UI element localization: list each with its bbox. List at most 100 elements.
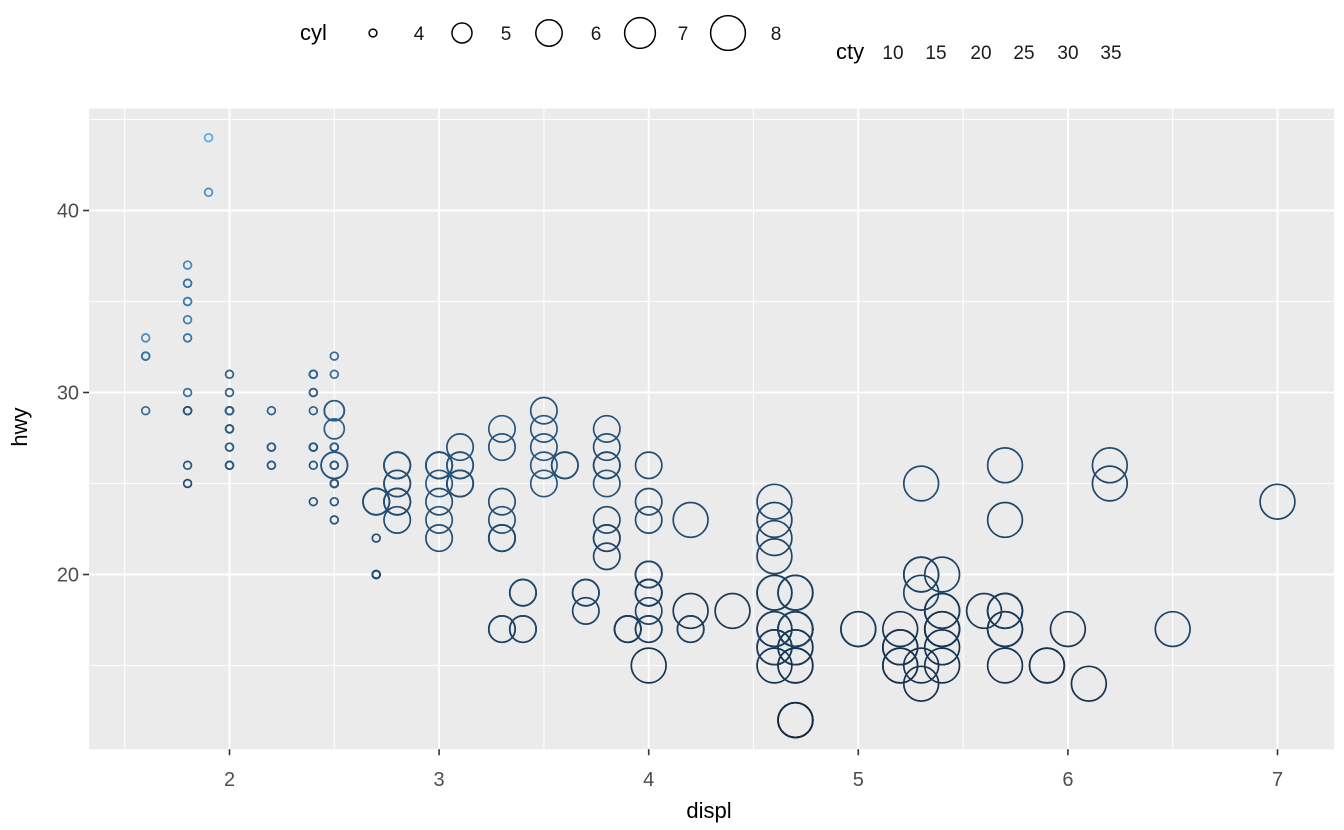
- data-point: [487, 414, 517, 443]
- data-point: [446, 451, 475, 480]
- data-point: [756, 629, 793, 666]
- data-point: [923, 592, 961, 630]
- data-point: [634, 505, 663, 534]
- x-tick-label: 7: [1272, 769, 1283, 791]
- data-point: [329, 369, 340, 380]
- data-point: [592, 542, 621, 571]
- data-point: [902, 665, 940, 702]
- data-point: [182, 460, 193, 471]
- data-point: [613, 615, 642, 644]
- data-point: [756, 501, 793, 539]
- data-point: [881, 610, 919, 648]
- data-point: [383, 487, 412, 516]
- data-point: [425, 487, 454, 516]
- data-point: [1028, 647, 1066, 684]
- data-point: [371, 533, 381, 543]
- data-point: [756, 574, 793, 611]
- data-point: [383, 451, 412, 480]
- data-point: [425, 505, 454, 534]
- data-point: [529, 414, 558, 443]
- data-point: [329, 496, 340, 507]
- data-point: [224, 387, 235, 398]
- data-point: [529, 469, 558, 498]
- cyl-legend-label: 6: [591, 24, 602, 45]
- data-point: [308, 405, 319, 416]
- data-point: [529, 433, 558, 462]
- data-point: [986, 501, 1024, 539]
- data-point: [902, 647, 940, 684]
- data-point: [630, 647, 667, 684]
- data-point: [965, 592, 1003, 630]
- data-point: [308, 387, 319, 398]
- x-tick-label: 2: [224, 769, 235, 791]
- data-point: [1049, 610, 1087, 648]
- data-point: [634, 615, 663, 644]
- data-point: [383, 469, 412, 498]
- data-point: [986, 610, 1024, 648]
- data-point: [672, 501, 709, 539]
- data-point: [1070, 665, 1108, 702]
- data-point: [182, 405, 193, 416]
- data-point: [203, 187, 214, 198]
- data-point: [182, 296, 193, 307]
- cyl-legend-label: 5: [501, 24, 512, 45]
- data-point: [329, 460, 340, 471]
- data-point: [508, 578, 537, 607]
- data-point: [777, 610, 814, 648]
- data-point: [224, 460, 235, 471]
- plot-panel: [89, 108, 1335, 750]
- data-point: [550, 451, 579, 480]
- data-point: [529, 396, 558, 425]
- data-point: [902, 574, 940, 611]
- data-point: [446, 433, 475, 462]
- data-point: [487, 433, 517, 462]
- data-point: [182, 333, 193, 343]
- data-point: [571, 578, 600, 607]
- data-point: [308, 369, 319, 380]
- data-point: [672, 592, 709, 630]
- cyl-legend-key-circle: [368, 28, 378, 38]
- cty-legend-label: 25: [1013, 43, 1034, 64]
- data-point: [425, 524, 454, 553]
- data-point: [224, 424, 235, 434]
- data-point: [182, 478, 193, 489]
- data-point: [634, 560, 663, 589]
- data-point: [308, 442, 319, 452]
- data-point: [634, 596, 663, 625]
- data-point: [224, 405, 235, 416]
- data-point: [592, 469, 621, 498]
- data-point: [714, 592, 751, 630]
- data-point: [592, 451, 621, 480]
- data-point: [923, 556, 961, 593]
- y-tick-label: 30: [57, 383, 79, 405]
- data-point: [425, 469, 454, 498]
- data-point: [140, 351, 151, 361]
- data-point: [592, 414, 621, 443]
- data-point: [571, 596, 600, 625]
- data-point: [777, 574, 814, 611]
- data-point: [592, 505, 621, 534]
- data-point: [902, 465, 940, 502]
- cty-legend-label: 30: [1057, 43, 1078, 64]
- x-tick-label: 4: [643, 769, 654, 791]
- x-tick-label: 6: [1062, 769, 1073, 791]
- data-point: [881, 629, 919, 666]
- data-point: [266, 442, 277, 452]
- data-point: [425, 451, 454, 480]
- data-point: [902, 556, 940, 593]
- data-point: [923, 610, 961, 648]
- data-point: [1259, 483, 1296, 520]
- data-point: [756, 647, 793, 684]
- data-point: [529, 451, 558, 480]
- data-point: [446, 469, 475, 498]
- data-point: [329, 351, 340, 361]
- data-point: [182, 387, 193, 398]
- cty-legend-label: 10: [882, 43, 903, 64]
- data-point: [224, 369, 235, 380]
- cty-legend-label: 15: [925, 43, 946, 64]
- data-point: [756, 483, 793, 520]
- data-point: [487, 505, 517, 534]
- data-point: [362, 487, 391, 516]
- data-point: [266, 460, 277, 471]
